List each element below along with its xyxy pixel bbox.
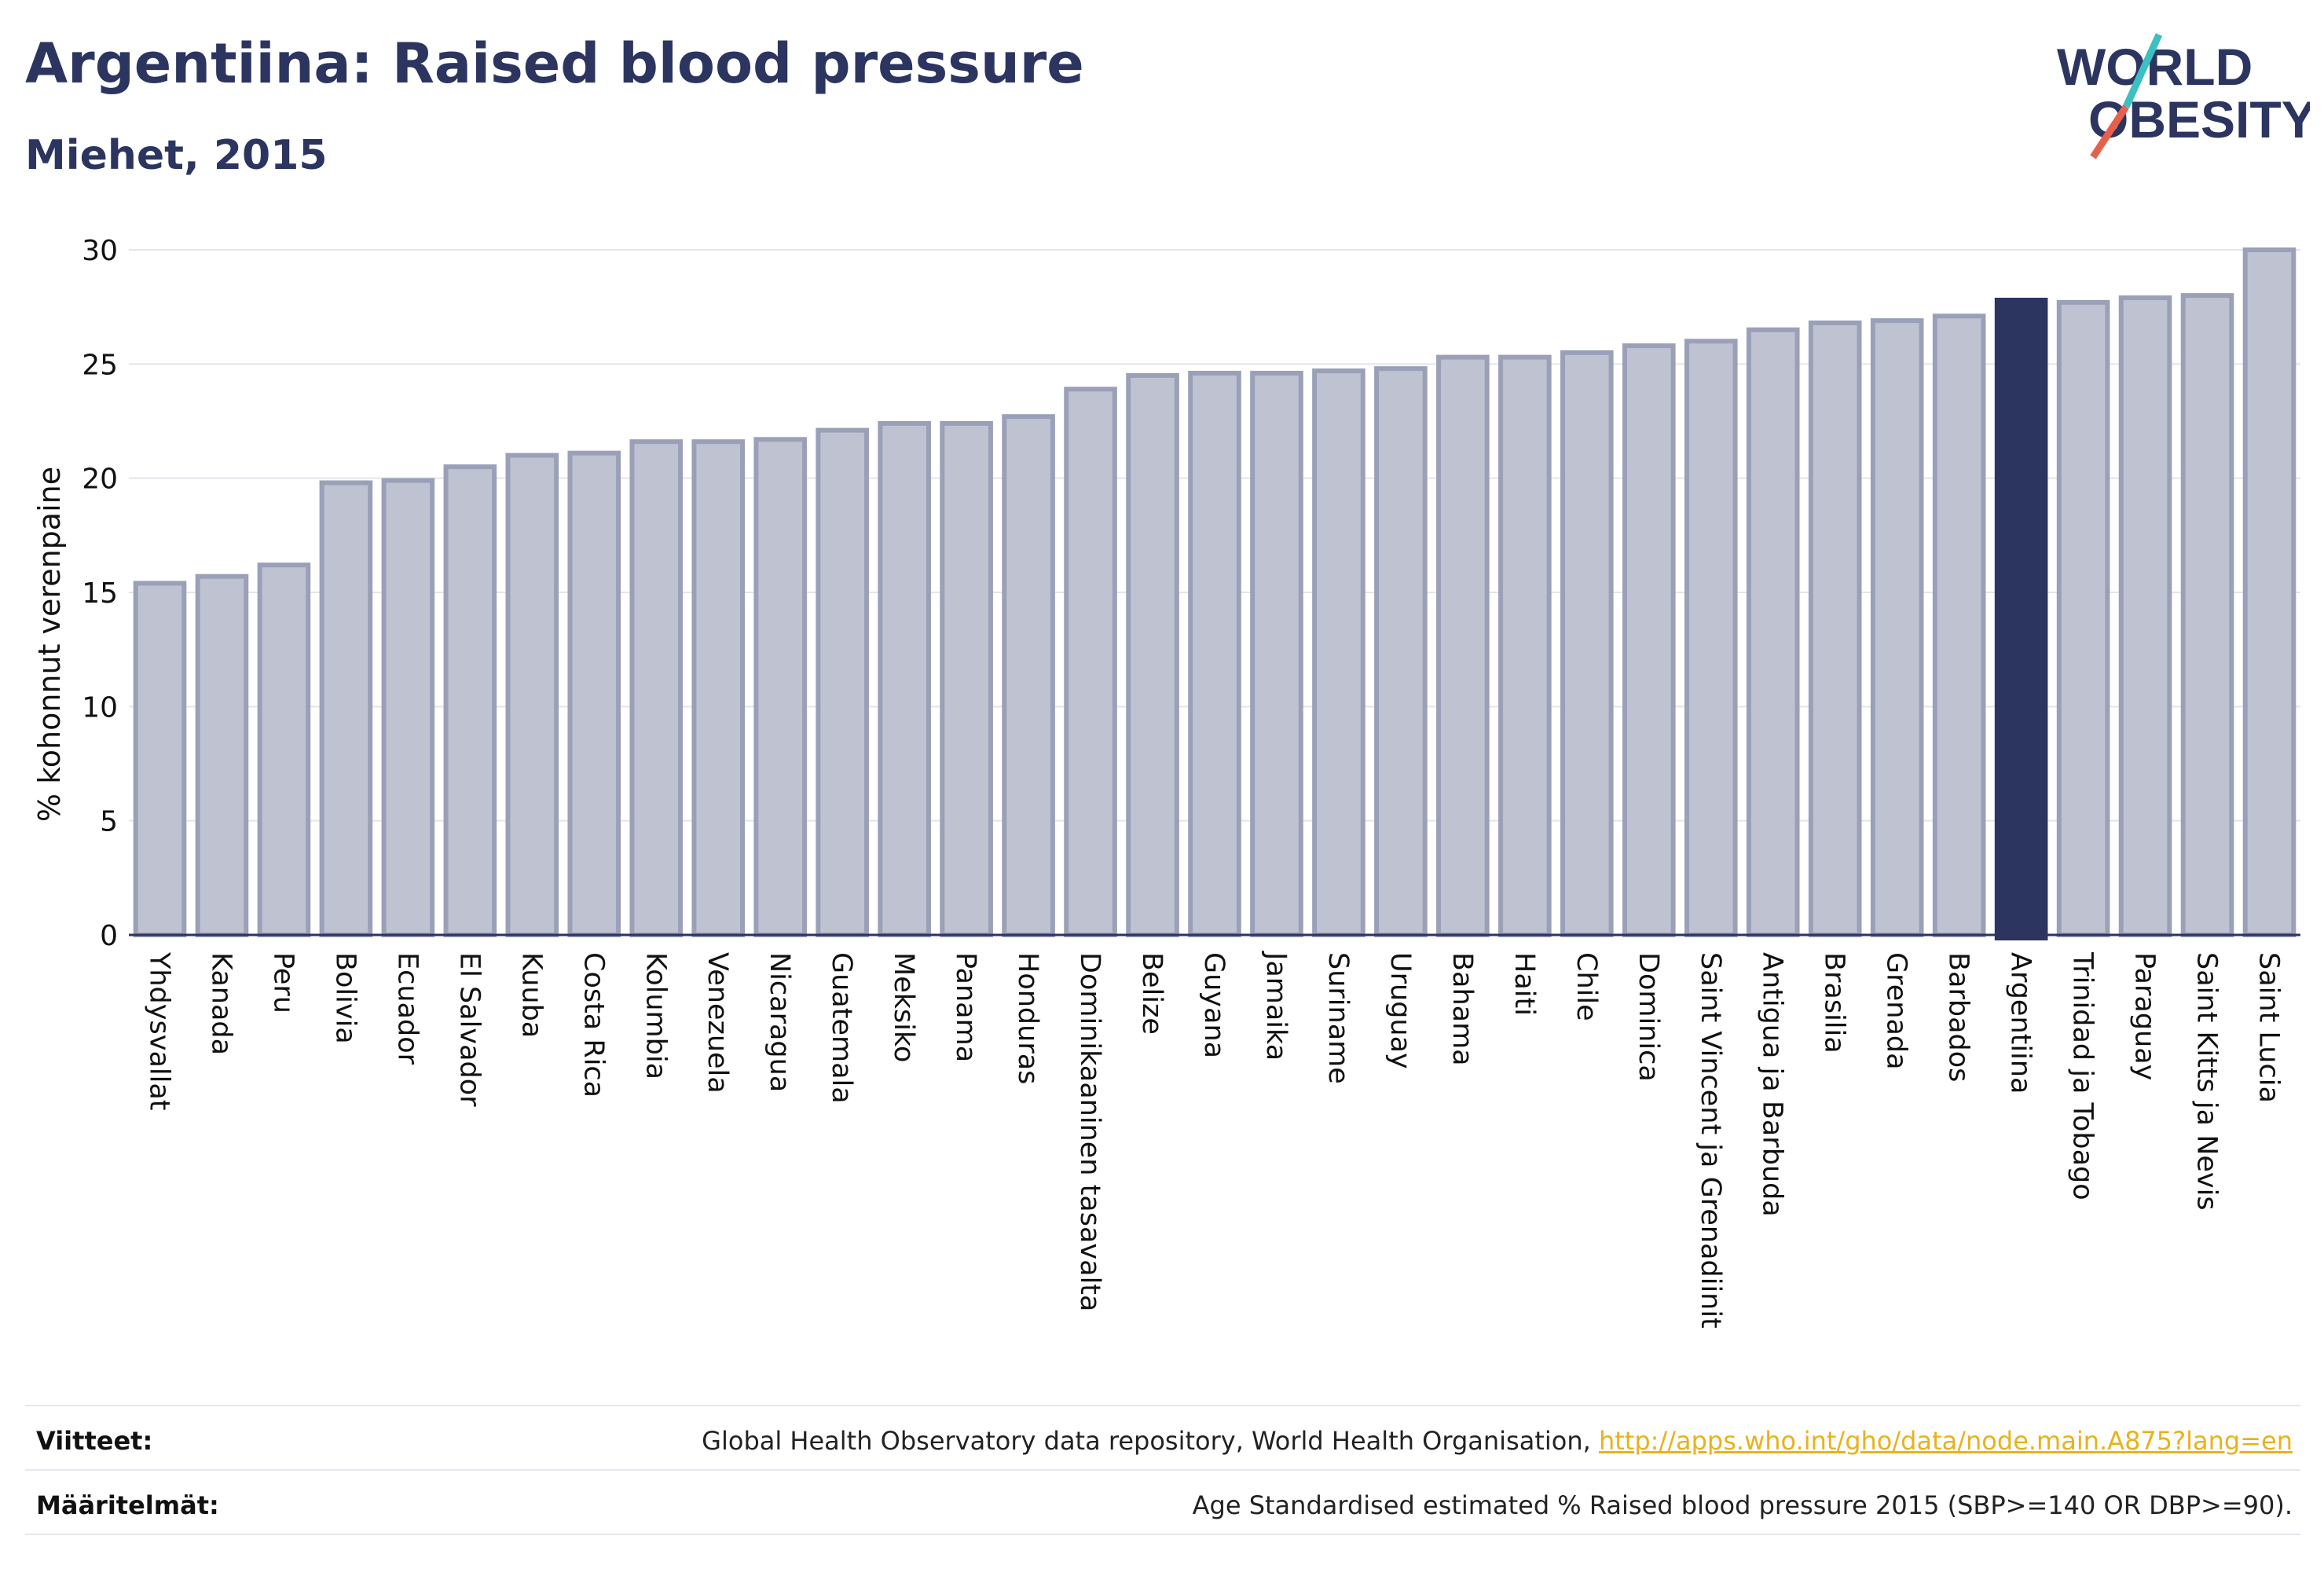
x-tick-label: Peru [267, 952, 299, 1013]
x-tick-label: Dominikaaninen tasavalta [1074, 952, 1105, 1311]
x-tick-label: El Salvador [453, 952, 485, 1107]
x-tick-label: Saint Vincent ja Grenadiinit [1695, 952, 1726, 1329]
x-tick-label: Costa Rica [577, 952, 609, 1098]
bar-uruguay [1374, 366, 1428, 937]
x-tick-label: Bolivia [329, 952, 361, 1044]
x-tick-label: Grenada [1881, 952, 1912, 1070]
x-tick-label: Belize [1136, 952, 1167, 1035]
x-tick-label: Yhdysvallat [143, 951, 174, 1111]
svg-text:OBESITY: OBESITY [2088, 90, 2310, 148]
bar-kolumbia [629, 439, 684, 937]
x-tick-label: Argentiina [2005, 952, 2036, 1094]
definitions-label: Määritelmät: [36, 1490, 219, 1520]
bar-honduras [1002, 414, 1055, 937]
y-tick-labels: 0 5 10 15 20 25 30 [82, 235, 118, 952]
y-tick-label: 0 [100, 920, 118, 952]
sources-text: Global Health Observatory data repositor… [702, 1426, 2293, 1456]
bar-paraguay [2118, 295, 2172, 938]
bar-guatemala [816, 427, 869, 937]
bar-saint-lucia [2242, 247, 2297, 937]
y-tick-label: 20 [82, 464, 118, 496]
bar-chart: 0 5 10 15 20 25 30 Yhdysvallat Kanada Peru Bolivi… [32, 235, 2300, 1329]
bar-suriname [1312, 368, 1365, 937]
x-tick-label: Brasilia [1819, 952, 1850, 1054]
bar-chile [1560, 350, 1614, 937]
y-tick-label: 15 [82, 577, 118, 610]
definitions-text: Age Standardised estimated % Raised bloo… [1192, 1490, 2293, 1520]
x-tick-label: Dominica [1633, 952, 1664, 1082]
page-title: Argentiina: Raised blood pressure [25, 31, 1084, 96]
bar-barbados [1932, 313, 1986, 937]
x-tick-label: Kanada [205, 952, 236, 1055]
sources-link[interactable]: http://apps.who.int/gho/data/node.main.A… [1598, 1426, 2293, 1456]
bar-peru [257, 563, 311, 937]
bar-saint-kitts-ja-nevis [2180, 293, 2234, 937]
x-tick-label: Panama [950, 952, 981, 1062]
bar-costa-rica [567, 450, 621, 937]
world-obesity-logo: WORLD OBESITY [2057, 33, 2310, 159]
bar-venezuela [691, 439, 746, 937]
x-tick-label: Meksiko [888, 952, 919, 1062]
bar-ecuador [381, 478, 435, 937]
bar-guyana [1188, 370, 1241, 937]
bar-dominikaaninen-tasavalta [1064, 387, 1117, 938]
bar-nicaragua [753, 437, 807, 937]
bar-argentiina [1994, 297, 2048, 940]
y-tick-label: 25 [82, 349, 118, 381]
x-tick-label: Antigua ja Barbuda [1757, 952, 1788, 1217]
footer-divider-bottom [25, 1534, 2300, 1535]
y-tick-label: 10 [82, 691, 118, 724]
x-tick-label: Venezuela [702, 952, 733, 1094]
bar-bolivia [319, 480, 373, 937]
bar-bahama [1436, 354, 1490, 937]
x-tick-label: Kolumbia [640, 952, 671, 1079]
bar-jamaika [1250, 370, 1303, 937]
x-tick-label: Suriname [1322, 952, 1354, 1084]
bar-antigua-ja-barbuda [1746, 327, 1800, 937]
footer-divider-middle [25, 1469, 2300, 1471]
x-tick-label: Barbados [1943, 952, 1974, 1082]
bar-belize [1126, 372, 1179, 938]
bar-panama [940, 420, 993, 937]
bar-kuuba [505, 453, 559, 937]
bar-grenada [1870, 318, 1924, 937]
x-tick-label: Nicaragua [764, 952, 795, 1092]
bar-trinidad-ja-tobago [2056, 299, 2110, 937]
y-tick-label: 30 [82, 235, 118, 267]
bar-saint-vincent-ja-grenadiinit [1684, 339, 1738, 937]
sources-description: Global Health Observatory data repositor… [702, 1426, 1599, 1456]
bar-kanada [195, 574, 249, 937]
x-tick-label: Jamaika [1260, 951, 1292, 1061]
x-tick-label: Guyana [1198, 952, 1230, 1058]
bar-brasilia [1808, 321, 1862, 938]
x-tick-label: Guatemala [826, 952, 857, 1104]
bar-haiti [1498, 354, 1552, 937]
svg-text:WORLD: WORLD [2057, 38, 2253, 96]
y-tick-label: 5 [100, 806, 118, 838]
x-tick-label: Haiti [1508, 952, 1540, 1016]
x-tick-label: Ecuador [391, 952, 423, 1065]
page-subtitle: Miehet, 2015 [25, 132, 328, 179]
footer-divider-top [25, 1405, 2300, 1406]
x-tick-label: Saint Lucia [2253, 952, 2285, 1103]
bar-dominica [1622, 343, 1676, 937]
x-tick-label: Paraguay [2129, 952, 2161, 1080]
x-tick-label: Uruguay [1384, 952, 1416, 1069]
sources-label: Viitteet: [36, 1426, 153, 1456]
x-tick-label: Saint Kitts ja Nevis [2191, 952, 2223, 1211]
bars [133, 247, 2297, 940]
x-tick-label: Bahama [1446, 952, 1478, 1066]
bar-yhdysvallat [133, 581, 187, 938]
x-tick-label: Trinidad ja Tobago [2067, 951, 2099, 1200]
x-tick-labels: Yhdysvallat Kanada Peru Bolivia Ecuador El Sa… [143, 951, 2284, 1329]
x-tick-label: Chile [1571, 952, 1602, 1021]
x-tick-label: Kuuba [515, 952, 547, 1038]
bar-meksiko [878, 420, 931, 937]
bar-el-salvador [443, 464, 497, 937]
x-tick-label: Honduras [1012, 952, 1043, 1084]
y-axis-label: % kohonnut verenpaine [32, 467, 67, 822]
